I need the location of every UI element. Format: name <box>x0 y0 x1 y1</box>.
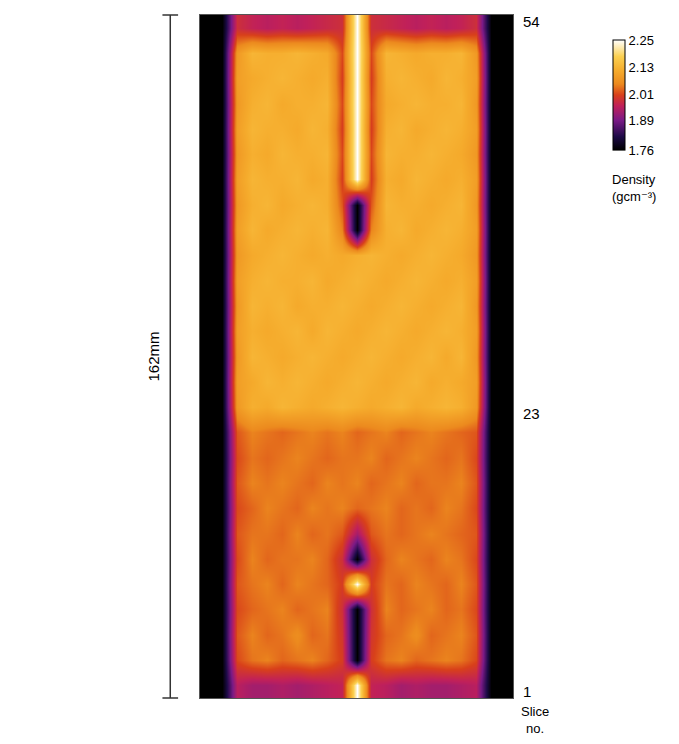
svg-text:2.01: 2.01 <box>629 87 654 102</box>
svg-text:1: 1 <box>523 683 531 700</box>
svg-text:2.25: 2.25 <box>629 33 654 48</box>
svg-text:Sliceno.: Sliceno. <box>521 704 549 736</box>
svg-text:23: 23 <box>523 405 540 422</box>
svg-text:1.76: 1.76 <box>629 143 654 158</box>
svg-text:162mm: 162mm <box>145 332 162 382</box>
svg-text:2.13: 2.13 <box>629 60 654 75</box>
svg-text:1.89: 1.89 <box>629 113 654 128</box>
svg-text:Density(gcm⁻³): Density(gcm⁻³) <box>612 172 656 204</box>
svg-text:54: 54 <box>523 13 540 30</box>
